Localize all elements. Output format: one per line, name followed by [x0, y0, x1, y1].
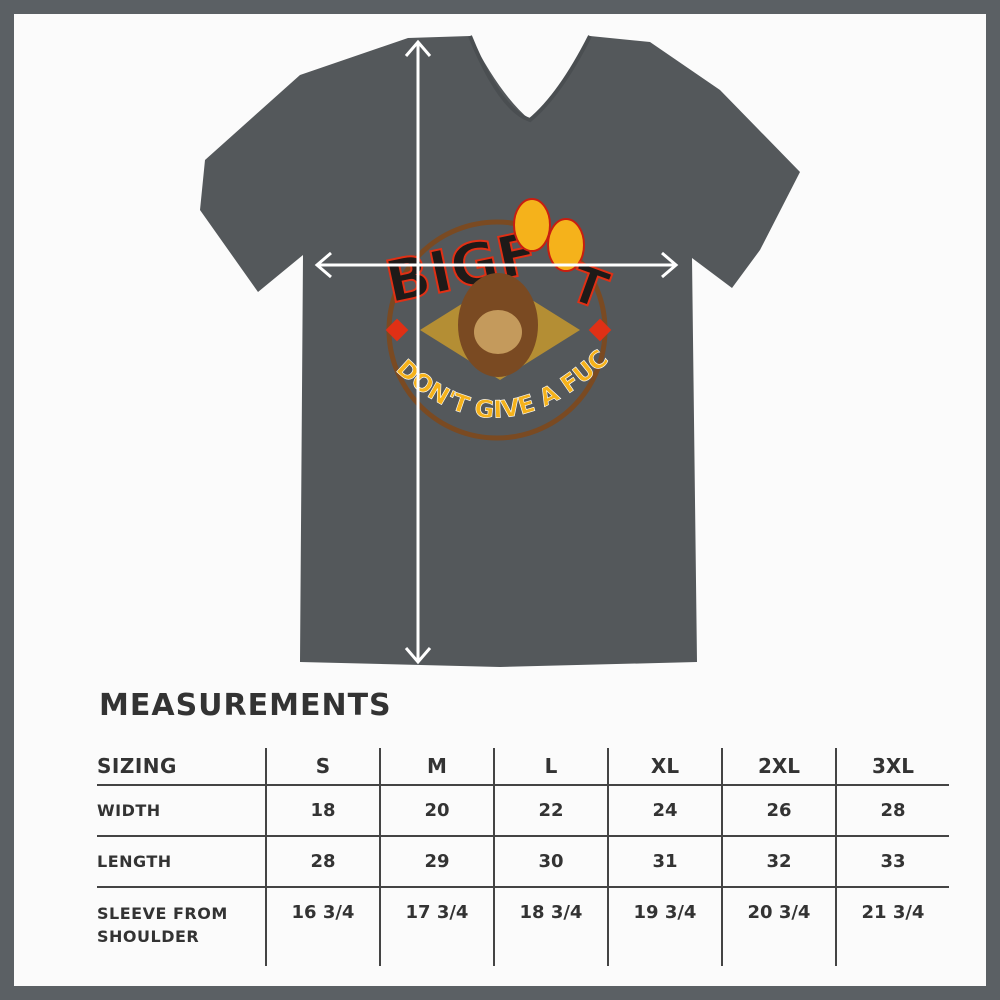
table-cell: 20 3/4 — [721, 886, 836, 966]
table-cell: 26 — [721, 784, 836, 836]
row-label-line: SHOULDER — [97, 927, 200, 946]
row-label: SLEEVE FROM SHOULDER — [97, 886, 266, 966]
table-cell: 18 — [265, 784, 380, 836]
size-header: M — [379, 748, 494, 785]
table-header-row: SIZING S M L XL 2XL 3XL — [97, 748, 949, 785]
table-cell: 19 3/4 — [607, 886, 722, 966]
table-cell: 16 3/4 — [265, 886, 380, 966]
table-cell: 21 3/4 — [835, 886, 949, 966]
table-cell: 24 — [607, 784, 722, 836]
sizing-label: SIZING — [97, 754, 177, 778]
size-header: L — [493, 748, 608, 785]
table-cell: 31 — [607, 835, 722, 887]
size-header: 3XL — [835, 748, 949, 785]
size-header: XL — [607, 748, 722, 785]
row-label-line: SLEEVE FROM — [97, 904, 228, 923]
measurement-arrows — [314, 39, 679, 665]
table-cell: 33 — [835, 835, 949, 887]
table-cell: 32 — [721, 835, 836, 887]
tshirt-collar — [468, 35, 592, 123]
table-cell: 17 3/4 — [379, 886, 494, 966]
row-label: WIDTH — [97, 784, 266, 836]
table-row-width: WIDTH 18 20 22 24 26 28 — [97, 784, 949, 836]
table-cell: 29 — [379, 835, 494, 887]
table-cell: 30 — [493, 835, 608, 887]
row-label: LENGTH — [97, 835, 266, 887]
table-cell: 28 — [835, 784, 949, 836]
table-cell: 20 — [379, 784, 494, 836]
table-row-length: LENGTH 28 29 30 31 32 33 — [97, 835, 949, 887]
size-chart-table: SIZING S M L XL 2XL 3XL WIDTH 18 20 22 2… — [97, 748, 949, 966]
table-cell: 28 — [265, 835, 380, 887]
footprint-icon — [513, 198, 551, 252]
measurements-title: MEASUREMENTS — [99, 688, 392, 723]
size-header: S — [265, 748, 380, 785]
table-cell: 22 — [493, 784, 608, 836]
size-header: 2XL — [721, 748, 836, 785]
table-row-sleeve: SLEEVE FROM SHOULDER 16 3/4 17 3/4 18 3/4… — [97, 886, 949, 966]
footprint-icon — [547, 218, 585, 272]
table-cell: 18 3/4 — [493, 886, 608, 966]
